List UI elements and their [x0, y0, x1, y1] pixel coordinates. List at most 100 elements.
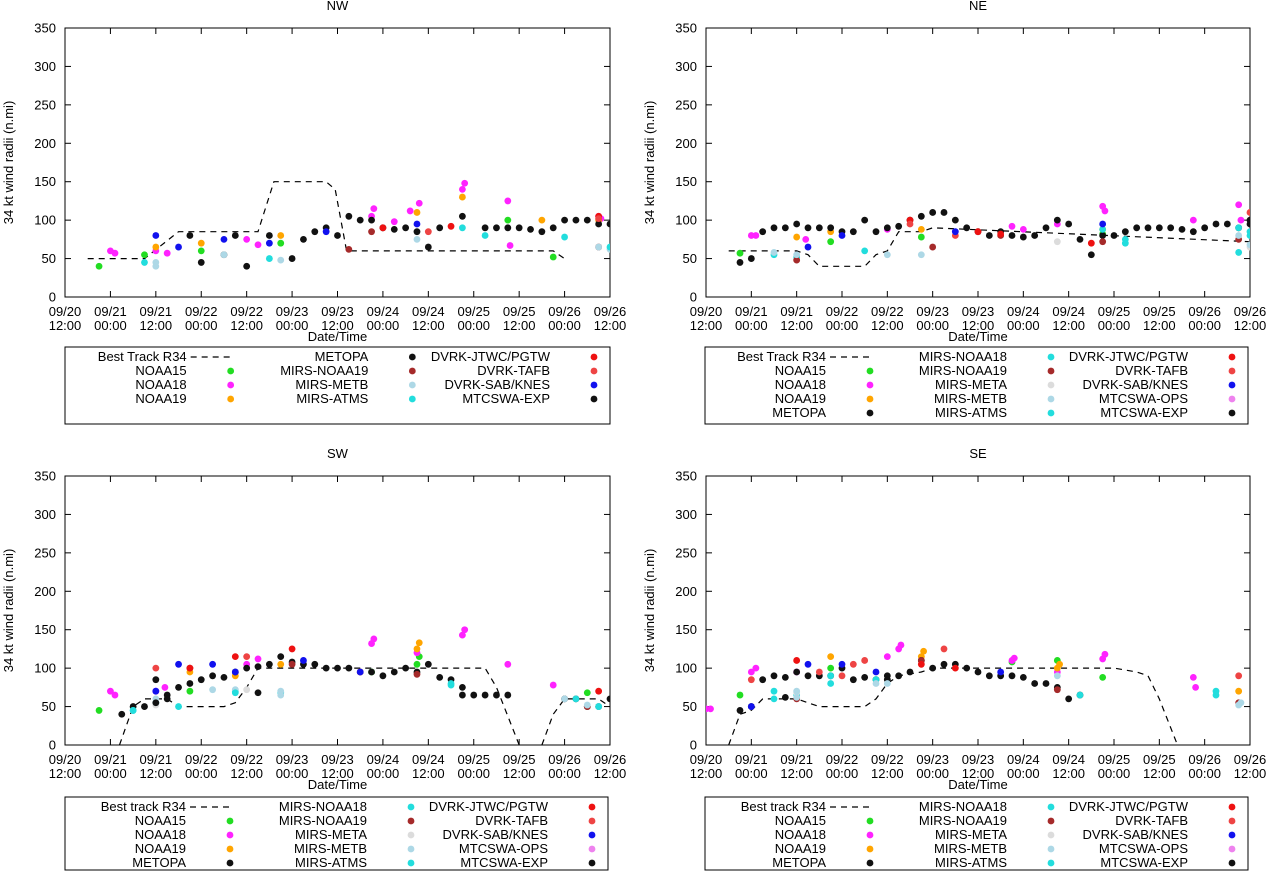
legend-swatch	[226, 817, 234, 825]
legend-label: MIRS-NOAA18	[919, 349, 1007, 364]
legend-swatch	[408, 395, 416, 403]
y-tick-label: 100	[34, 661, 56, 676]
y-tick-label: 150	[675, 174, 697, 189]
legend-label: METOPA	[772, 405, 826, 420]
data-point	[481, 224, 489, 232]
data-point	[985, 232, 993, 239]
legend-swatch	[1228, 381, 1236, 389]
x-tick-label: 00:00	[735, 766, 768, 781]
data-point	[1258, 217, 1265, 224]
data-point	[413, 670, 421, 678]
data-point	[770, 687, 778, 695]
data-point	[413, 645, 421, 653]
legend-label: METOPA	[132, 855, 186, 870]
data-point	[288, 660, 296, 668]
x-tick-label: 09/23	[962, 752, 995, 767]
data-point	[1065, 220, 1073, 228]
legend-box	[704, 796, 1249, 871]
x-tick-label: 09/24	[367, 304, 400, 319]
data-point	[379, 224, 387, 232]
x-tick-label: 12:00	[503, 766, 536, 781]
legend-swatch	[590, 395, 598, 403]
y-tick-label: 100	[34, 213, 56, 228]
data-point	[424, 660, 432, 668]
y-tick-label: 150	[675, 622, 697, 637]
x-tick-label: 09/24	[367, 752, 400, 767]
data-point	[595, 243, 603, 251]
data-point	[1235, 249, 1243, 256]
data-point	[849, 676, 857, 684]
legend-swatch	[1047, 845, 1055, 853]
data-point	[1258, 699, 1265, 706]
legend-swatch	[408, 381, 416, 389]
data-point	[163, 695, 171, 703]
x-tick-label: 09/25	[457, 304, 490, 319]
data-point	[747, 255, 755, 262]
data-point	[804, 672, 812, 680]
x-tick-label: 09/25	[1143, 304, 1176, 319]
data-point	[152, 699, 160, 707]
legend-label: DVRK-TAFB	[477, 363, 550, 378]
data-point	[220, 673, 228, 681]
data-point	[413, 220, 421, 228]
legend-label: MIRS-NOAA19	[279, 813, 367, 828]
data-point	[231, 653, 239, 661]
data-point	[1144, 224, 1152, 232]
legend-label: MTCSWA-EXP	[462, 391, 550, 406]
x-tick-label: 09/22	[185, 304, 218, 319]
data-point	[793, 693, 801, 701]
data-point	[897, 641, 905, 649]
data-point	[849, 228, 857, 236]
data-point	[334, 232, 341, 239]
data-point	[461, 179, 469, 187]
legend-swatch	[1047, 803, 1055, 811]
legend-label: MTCSWA-EXP	[460, 855, 548, 870]
data-point	[458, 224, 466, 232]
data-point	[458, 691, 466, 699]
data-point	[770, 224, 778, 232]
y-tick-label: 250	[675, 97, 697, 112]
y-tick-label: 150	[34, 622, 56, 637]
data-point	[345, 212, 353, 220]
data-point	[288, 255, 296, 262]
data-point	[804, 224, 812, 232]
data-point	[549, 224, 557, 232]
data-point	[1101, 207, 1109, 215]
data-point	[827, 672, 835, 680]
data-point	[458, 212, 466, 220]
legend-swatch	[1047, 381, 1055, 389]
data-point	[111, 691, 119, 699]
data-point	[1251, 213, 1258, 220]
data-point	[288, 645, 296, 653]
data-point	[793, 220, 801, 228]
data-point	[424, 243, 432, 251]
legend-label: METOPA	[772, 855, 826, 870]
data-point	[1099, 238, 1107, 246]
legend-swatch	[1047, 817, 1055, 825]
legend-label: NOAA19	[775, 841, 826, 856]
y-tick-label: 0	[690, 290, 697, 305]
legend-swatch	[1047, 859, 1055, 867]
data-point	[883, 224, 891, 232]
legend-label: MTCSWA-EXP	[1100, 855, 1188, 870]
legend-label: MTCSWA-OPS	[1099, 841, 1188, 856]
y-tick-label: 350	[675, 21, 697, 36]
x-axis-label: Date/Time	[948, 777, 1007, 792]
data-point	[861, 216, 869, 224]
data-point	[504, 660, 512, 668]
data-point	[872, 668, 880, 676]
data-point	[186, 232, 194, 239]
x-tick-label: 09/21	[94, 752, 127, 767]
legend-swatch	[1228, 409, 1236, 417]
data-point	[277, 687, 285, 695]
data-point	[1237, 699, 1245, 707]
x-tick-label: 09/23	[916, 752, 949, 767]
data-point	[370, 205, 378, 213]
legend-label: DVRK-TAFB	[475, 813, 548, 828]
best-track-line	[728, 667, 1179, 745]
x-tick-label: 09/22	[871, 304, 904, 319]
legend-label: DVRK-SAB/KNES	[445, 377, 551, 392]
legend-swatch	[226, 831, 234, 839]
data-point	[458, 193, 466, 201]
legend-swatch	[408, 367, 416, 375]
